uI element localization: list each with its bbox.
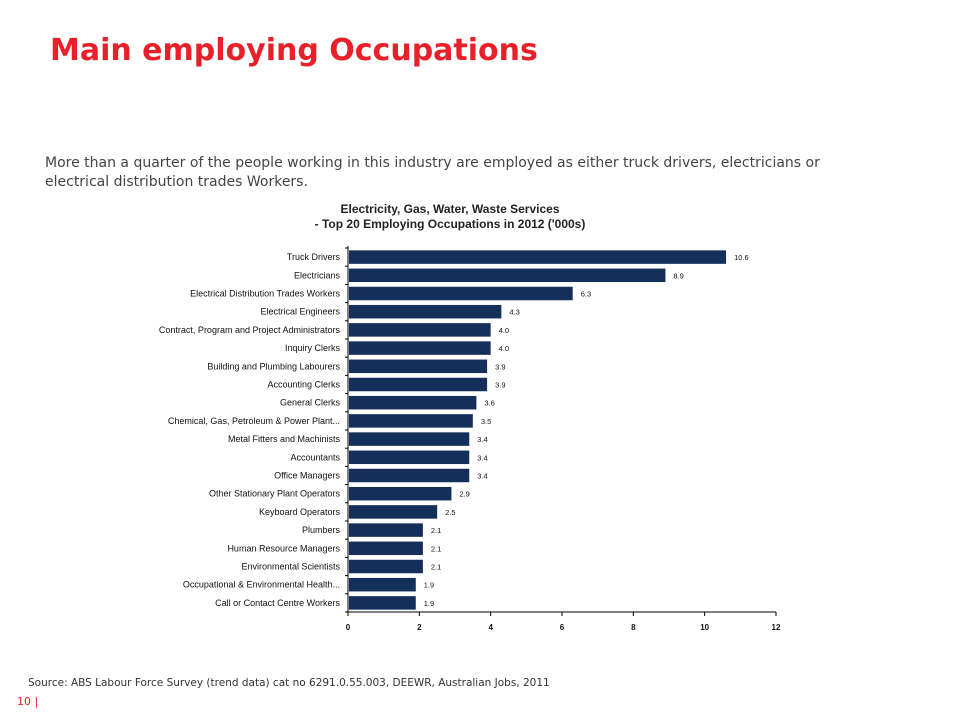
bar [349,450,470,465]
bar [349,359,488,374]
x-tick-label: 0 [346,623,351,632]
chart-subtitle: - Top 20 Employing Occupations in 2012 (… [314,217,586,231]
page-number: 10 | [17,695,39,708]
data-label: 3.5 [481,417,491,426]
category-label: Plumbers [302,525,341,535]
data-label: 1.9 [424,599,434,608]
category-label: Accounting Clerks [267,380,340,390]
category-label: Metal Fitters and Machinists [228,434,341,444]
data-label: 2.1 [431,526,441,535]
bar [349,304,502,319]
bar [349,323,491,337]
category-label: Office Managers [274,471,340,481]
bar [349,268,666,283]
bar [349,377,488,392]
x-tick-label: 6 [560,623,565,632]
bar [349,596,416,610]
x-tick-label: 12 [772,623,781,632]
category-label: Human Resource Managers [227,543,340,553]
data-label: 3.4 [477,435,487,444]
bar [349,341,491,355]
bar [349,432,470,446]
page-title: Main employing Occupations [50,33,538,68]
x-tick-label: 8 [631,623,636,632]
data-label: 3.4 [477,472,487,481]
bar [349,414,473,428]
category-label: Electrical Engineers [260,307,340,317]
bar [349,523,423,537]
data-label: 3.9 [495,362,505,371]
data-label: 3.6 [484,399,494,408]
category-label: Truck Drivers [287,252,341,262]
x-tick-label: 2 [417,623,422,632]
data-label: 6.3 [581,290,591,299]
bar [349,559,423,574]
data-label: 1.9 [424,581,434,590]
data-label: 2.1 [431,563,441,572]
data-label: 4.3 [509,308,519,317]
data-label: 3.4 [477,453,487,462]
category-label: Inquiry Clerks [285,343,341,353]
data-label: 2.9 [459,490,469,499]
category-label: Electrical Distribution Trades Workers [190,289,340,299]
data-label: 2.5 [445,508,455,517]
data-label: 3.9 [495,381,505,390]
category-label: Building and Plumbing Labourers [207,361,340,371]
x-tick-label: 10 [700,623,709,632]
category-label: Occupational & Environmental Health... [183,580,340,590]
bar [349,395,477,410]
bar [349,250,727,264]
data-label: 4.0 [499,326,509,335]
data-label: 8.9 [673,271,683,280]
category-label: Environmental Scientists [241,562,340,572]
bar [349,505,438,519]
chart-svg: Truck Drivers 10.6 Electricians 8.9 Electric… [159,246,781,632]
data-label: 10.6 [734,253,749,262]
data-label: 2.1 [431,544,441,553]
category-label: Contract, Program and Project Administra… [159,325,341,335]
chart-title: Electricity, Gas, Water, Waste Services [340,202,560,216]
category-label: Electricians [294,270,341,280]
x-tick-label: 4 [488,623,493,632]
category-label: Chemical, Gas, Petroleum & Power Plant..… [168,416,340,426]
category-label: General Clerks [280,398,341,408]
category-label: Keyboard Operators [259,507,341,517]
category-label: Call or Contact Centre Workers [215,598,340,608]
bar [349,541,423,556]
source-note: Source: ABS Labour Force Survey (trend d… [28,677,550,689]
intro-text: More than a quarter of the people workin… [45,155,820,190]
category-label: Accountants [290,452,340,462]
bar [349,577,416,592]
chart: Electricity, Gas, Water, Waste Services … [0,195,960,645]
bar [349,468,470,483]
bar [349,486,452,501]
category-label: Other Stationary Plant Operators [209,489,341,499]
bar [349,286,573,301]
data-label: 4.0 [499,344,509,353]
